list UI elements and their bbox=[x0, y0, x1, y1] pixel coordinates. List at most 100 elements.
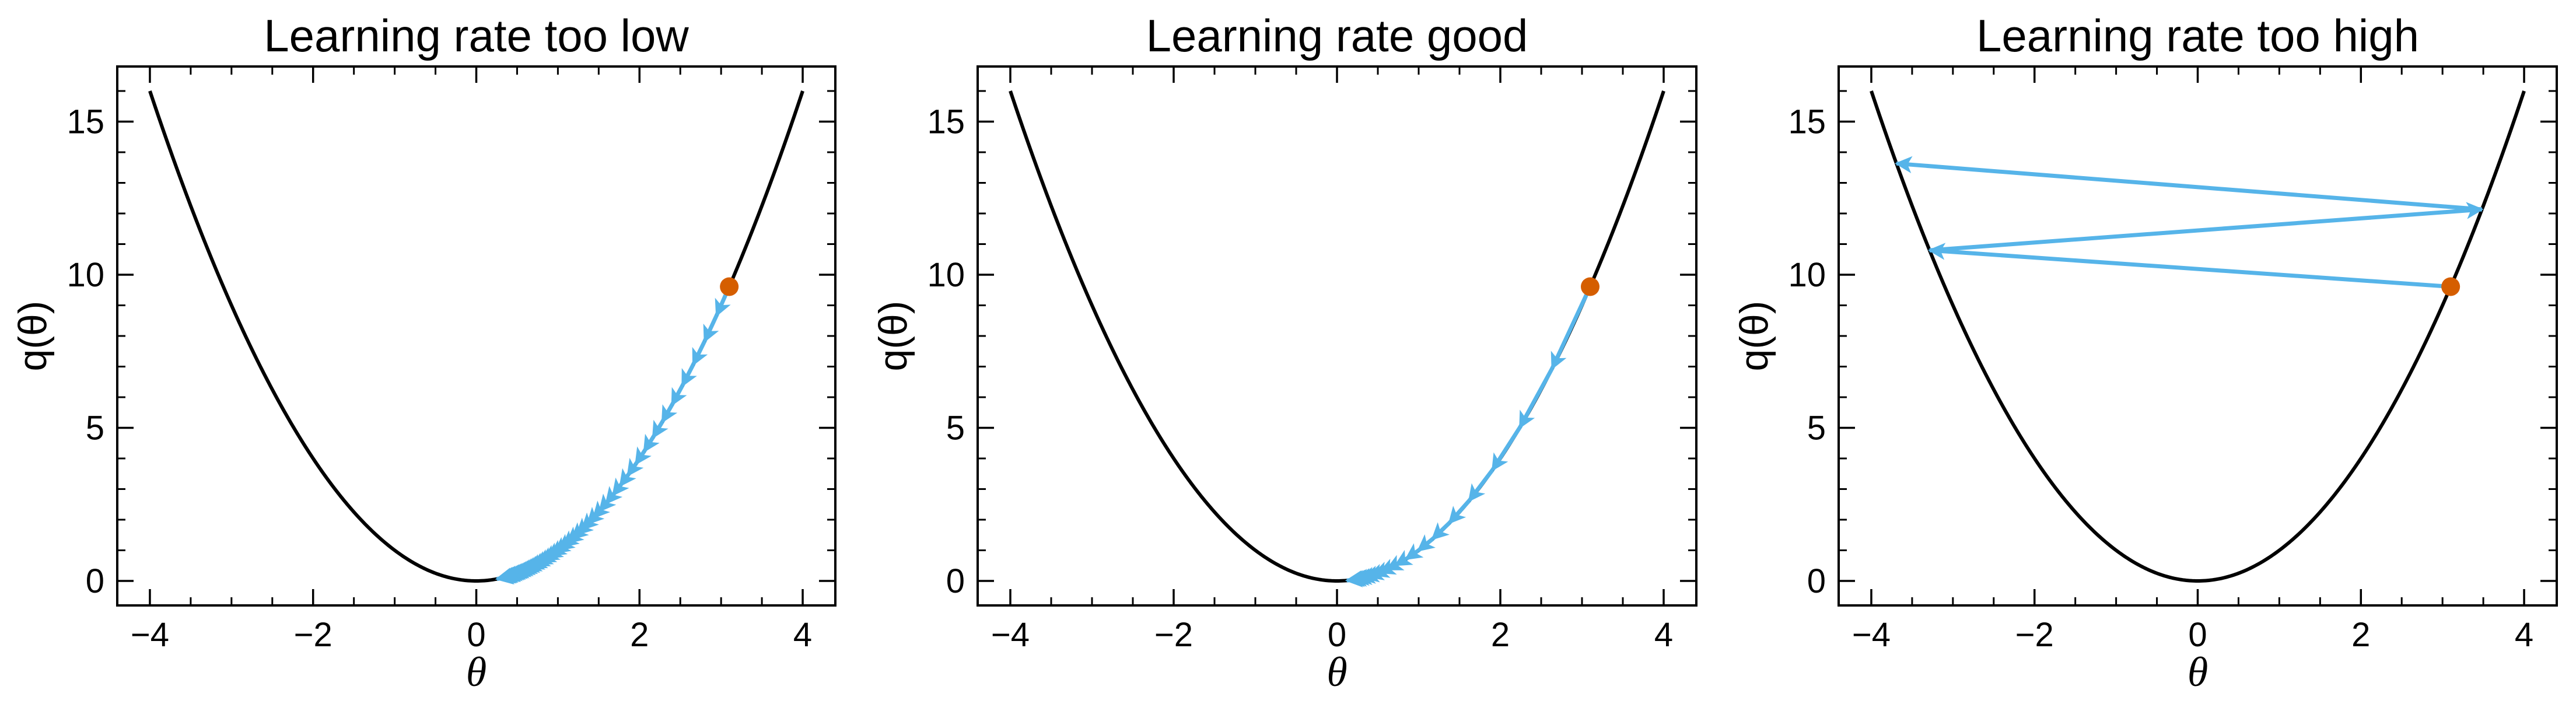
step-arrow bbox=[598, 493, 617, 513]
chart-panel-1: Learning rate too low −4 −2 0 2 4 0 5 10 15 θ q(θ) bbox=[10, 10, 836, 695]
step-arrow bbox=[503, 565, 523, 582]
step-arrow bbox=[702, 314, 719, 343]
x-tick-label: 2 bbox=[2351, 616, 2370, 654]
y-tick-label: 10 bbox=[66, 256, 104, 294]
step-arrow bbox=[535, 549, 554, 566]
y-axis-label: q(θ) bbox=[10, 301, 55, 372]
step-arrow bbox=[1416, 534, 1436, 552]
x-tick-label: 0 bbox=[1328, 616, 1346, 654]
step-arrow bbox=[575, 517, 594, 536]
x-axis-label: θ bbox=[2188, 649, 2208, 695]
step-arrow bbox=[1366, 563, 1385, 580]
step-arrow bbox=[670, 384, 687, 407]
step-arrow bbox=[1927, 243, 2451, 289]
step-arrow bbox=[523, 555, 543, 572]
y-axis-label: q(θ) bbox=[1732, 301, 1776, 372]
step-arrow bbox=[592, 500, 611, 520]
axes-frame bbox=[116, 65, 836, 607]
step-arrow bbox=[618, 468, 636, 488]
x-tick-label: 0 bbox=[2188, 616, 2207, 654]
x-tick-label: −2 bbox=[294, 616, 332, 654]
step-arrow bbox=[1895, 156, 2482, 212]
step-arrow bbox=[1377, 559, 1397, 575]
step-arrow bbox=[1518, 367, 1554, 429]
step-arrow bbox=[604, 486, 623, 505]
step-arrow bbox=[1357, 567, 1376, 584]
step-arrow bbox=[1385, 555, 1405, 572]
chart-title: Learning rate too low bbox=[264, 10, 689, 61]
step-arrow bbox=[611, 477, 629, 497]
y-tick-label: 10 bbox=[1788, 256, 1826, 294]
step-arrow bbox=[1404, 543, 1424, 561]
x-tick-label: 2 bbox=[630, 616, 649, 654]
step-arrow bbox=[1447, 499, 1471, 524]
step-arrow bbox=[570, 522, 589, 541]
y-tick-label: 0 bbox=[1807, 562, 1826, 600]
step-arrow bbox=[691, 340, 708, 366]
y-tick-label: 0 bbox=[86, 562, 104, 600]
step-arrow bbox=[538, 547, 558, 565]
step-arrow bbox=[556, 534, 576, 552]
step-arrow bbox=[531, 551, 551, 568]
step-arrow bbox=[1361, 565, 1380, 583]
step-arrow bbox=[552, 537, 572, 555]
step-arrow bbox=[651, 419, 668, 439]
y-tick-label: 15 bbox=[66, 103, 104, 141]
y-axis-label: q(θ) bbox=[871, 301, 915, 372]
chart-panel-3: Learning rate too high −4 −2 0 2 4 0 5 10 15 θ q(θ) bbox=[1732, 10, 2558, 695]
x-tick-label: 2 bbox=[1491, 616, 1510, 654]
step-arrow bbox=[680, 363, 697, 387]
step-arrow bbox=[499, 566, 519, 583]
step-arrow bbox=[509, 562, 528, 579]
step-arrow bbox=[1371, 562, 1391, 578]
step-arrow bbox=[642, 433, 660, 453]
chart-title: Learning rate too high bbox=[1976, 10, 2419, 61]
step-arrow bbox=[1929, 202, 2484, 253]
step-arrow bbox=[660, 404, 678, 423]
x-tick-label: −2 bbox=[1154, 616, 1193, 654]
step-arrow bbox=[580, 512, 599, 531]
start-point bbox=[720, 277, 739, 296]
y-tick-label: 5 bbox=[946, 409, 965, 447]
step-arrow bbox=[526, 554, 546, 571]
step-arrow bbox=[1431, 521, 1451, 541]
step-arrow bbox=[505, 563, 524, 580]
step-arrow bbox=[501, 565, 520, 582]
y-tick-label: 5 bbox=[86, 409, 104, 447]
x-tick-label: 4 bbox=[1654, 616, 1673, 654]
x-tick-label: −2 bbox=[2015, 616, 2054, 654]
step-arrow bbox=[528, 552, 548, 569]
step-arrow bbox=[1467, 468, 1494, 502]
y-tick-label: 5 bbox=[1807, 409, 1826, 447]
step-arrow bbox=[626, 457, 644, 477]
y-tick-label: 10 bbox=[927, 256, 965, 294]
x-tick-label: 4 bbox=[2515, 616, 2533, 654]
chart-title: Learning rate good bbox=[1146, 10, 1528, 61]
step-arrow bbox=[1394, 549, 1413, 567]
y-tick-label: 15 bbox=[927, 103, 965, 141]
x-tick-label: 0 bbox=[467, 616, 485, 654]
step-arrow bbox=[548, 540, 568, 558]
chart-panel-2: Learning rate good −4 −2 0 2 4 0 5 10 15 θ q(θ) bbox=[871, 10, 1698, 695]
loss-curve bbox=[1870, 90, 2526, 583]
x-tick-label: −4 bbox=[991, 616, 1030, 654]
step-arrow bbox=[561, 530, 580, 549]
step-arrow bbox=[1550, 285, 1592, 370]
step-arrow bbox=[545, 542, 564, 561]
start-point bbox=[2441, 277, 2460, 296]
step-arrow bbox=[521, 556, 541, 573]
step-arrow bbox=[516, 559, 536, 575]
step-arrow bbox=[541, 545, 561, 562]
step-arrow bbox=[1490, 426, 1522, 472]
x-axis-label: θ bbox=[1326, 649, 1347, 695]
start-point bbox=[1581, 277, 1600, 296]
loss-curve bbox=[148, 90, 804, 583]
axes-frame bbox=[1838, 65, 2558, 607]
x-tick-label: −4 bbox=[131, 616, 169, 654]
x-tick-label: −4 bbox=[1852, 616, 1891, 654]
y-tick-label: 15 bbox=[1788, 103, 1826, 141]
x-tick-label: 4 bbox=[793, 616, 812, 654]
step-arrow bbox=[565, 526, 584, 545]
axes-frame bbox=[977, 65, 1698, 607]
step-arrow bbox=[586, 506, 605, 526]
